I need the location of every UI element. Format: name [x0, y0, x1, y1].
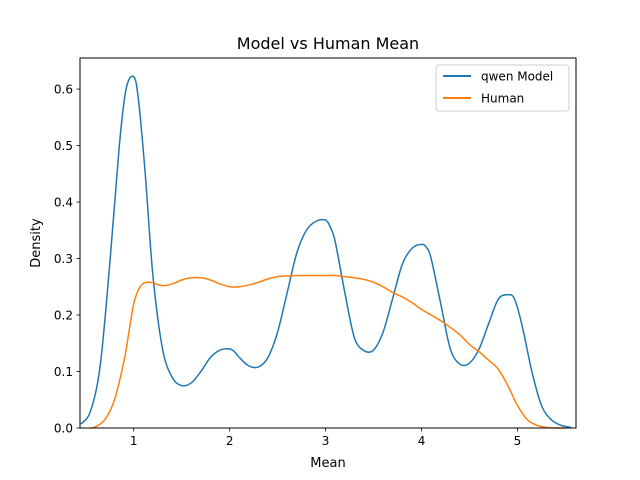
y-tick-label: 0.0 — [54, 422, 73, 436]
legend: qwen Model Human — [435, 64, 570, 112]
axis-ticks: 1 2 3 4 5 0.0 0.1 0.2 0.3 0.4 0.5 0.6 — [54, 83, 521, 448]
x-tick-label: 1 — [130, 434, 138, 448]
x-tick-label: 3 — [322, 434, 330, 448]
x-axis-label: Mean — [310, 456, 345, 471]
y-tick-label: 0.5 — [54, 139, 73, 153]
y-tick-label: 0.1 — [54, 365, 73, 379]
chart-title: Model vs Human Mean — [237, 34, 419, 53]
legend-label: Human — [481, 92, 524, 106]
x-tick-label: 5 — [514, 434, 522, 448]
axes-frame — [79, 57, 577, 429]
series-line-qwen-model — [80, 75, 572, 429]
y-tick-label: 0.4 — [54, 196, 73, 210]
legend-label: qwen Model — [481, 70, 553, 84]
x-tick-label: 4 — [418, 434, 426, 448]
series-line-human — [90, 274, 566, 429]
y-tick-label: 0.6 — [54, 83, 73, 97]
y-tick-label: 0.3 — [54, 252, 73, 266]
y-axis-label: Density — [29, 218, 44, 268]
plot-area — [80, 75, 572, 429]
y-tick-label: 0.2 — [54, 309, 73, 323]
x-tick-label: 2 — [226, 434, 234, 448]
